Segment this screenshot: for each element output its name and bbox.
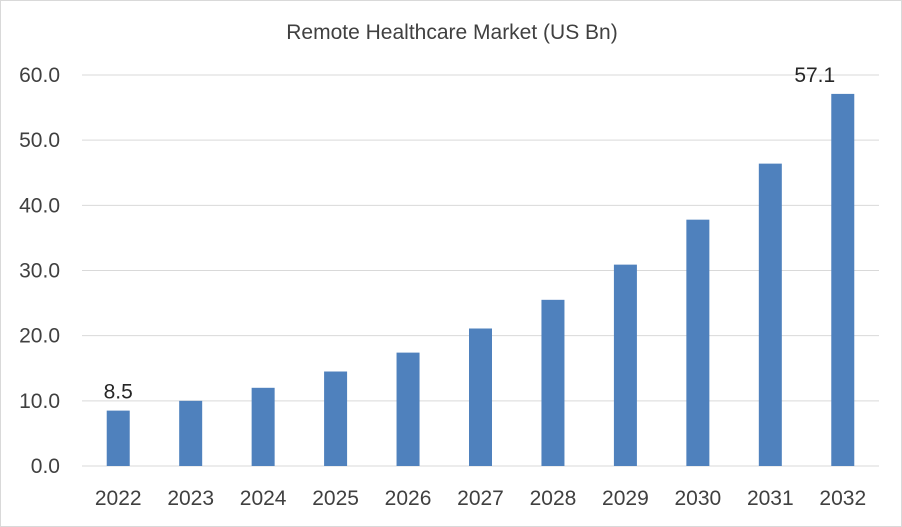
chart-title: Remote Healthcare Market (US Bn) (286, 21, 618, 44)
x-tick-label: 2024 (240, 487, 287, 510)
bar (686, 219, 710, 466)
bar (758, 163, 782, 467)
x-tick-label: 2032 (819, 487, 866, 510)
x-tick-label: 2022 (95, 487, 142, 510)
bars (106, 93, 855, 467)
bar (179, 400, 203, 466)
x-tick-label: 2029 (602, 487, 649, 510)
bar (541, 299, 565, 466)
y-axis-ticks: 0.0 10.0 20.0 30.0 40.0 50.0 60.0 (19, 64, 60, 478)
bar (396, 352, 420, 466)
bar (251, 387, 275, 466)
bar (324, 371, 348, 466)
x-tick-label: 2028 (530, 487, 577, 510)
x-axis-ticks: 2022 2023 2024 2025 2026 2027 2028 2029 2030 2031… (95, 487, 866, 510)
bar (469, 328, 492, 466)
y-tick-label: 0.0 (31, 455, 60, 478)
x-tick-label: 2025 (312, 487, 359, 510)
data-labels: 8.5 57.1 (104, 64, 836, 404)
x-tick-label: 2026 (385, 487, 432, 510)
y-tick-label: 30.0 (19, 260, 60, 283)
x-tick-label: 2030 (675, 487, 722, 510)
y-tick-label: 10.0 (19, 390, 60, 413)
x-tick-label: 2031 (747, 487, 794, 510)
y-tick-label: 60.0 (19, 64, 60, 87)
bar (613, 264, 637, 466)
bar (106, 410, 130, 466)
y-tick-label: 50.0 (19, 129, 60, 152)
y-tick-label: 40.0 (19, 194, 60, 217)
x-tick-label: 2023 (167, 487, 214, 510)
data-label: 8.5 (104, 381, 133, 404)
y-tick-label: 20.0 (19, 325, 60, 348)
x-tick-label: 2027 (457, 487, 504, 510)
data-label: 57.1 (794, 64, 835, 87)
bar (831, 93, 855, 467)
